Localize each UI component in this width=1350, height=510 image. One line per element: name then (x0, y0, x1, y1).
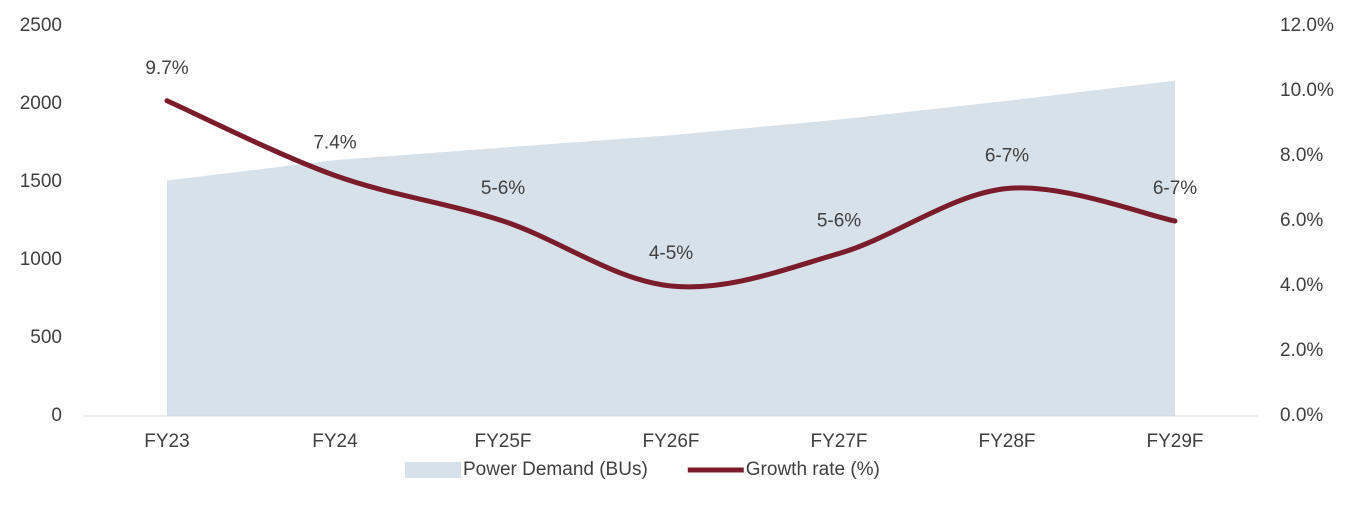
x-tick-label: FY28F (978, 431, 1035, 452)
y-tick-label: 2500 (20, 15, 62, 36)
y2-tick-label: 4.0% (1280, 275, 1323, 296)
area (167, 80, 1175, 416)
data-label: 5-6% (817, 211, 861, 232)
data-label: 9.7% (145, 58, 188, 79)
y-tick-label: 500 (30, 327, 62, 348)
line (164, 98, 1178, 290)
x-tick-label: FY24 (312, 431, 358, 452)
y-tick-label: 1500 (20, 171, 62, 192)
data-label: 4-5% (649, 243, 693, 264)
x-tick-label: FY26F (642, 431, 699, 452)
legend-label: Growth rate (%) (746, 459, 880, 480)
y-tick-label: 0 (51, 405, 62, 426)
y2-tick-label: 6.0% (1280, 210, 1323, 231)
x-tick-label: FY29F (1146, 431, 1203, 452)
data-label: 6-7% (1153, 178, 1197, 199)
y2-tick-label: 8.0% (1280, 145, 1323, 166)
y-tick-label: 2000 (20, 93, 62, 114)
legend-label: Power Demand (BUs) (463, 459, 648, 480)
x-tick-label: FY27F (810, 431, 867, 452)
y-tick-label: 1000 (20, 249, 62, 270)
y2-tick-label: 2.0% (1280, 340, 1323, 361)
x-tick-label: FY25F (474, 431, 531, 452)
y2-tick-label: 12.0% (1280, 15, 1334, 36)
y2-tick-label: 10.0% (1280, 80, 1334, 101)
x-tick-label: FY23 (144, 431, 189, 452)
data-label: 7.4% (313, 133, 356, 154)
data-label: 5-6% (481, 178, 525, 199)
legend-swatch (405, 462, 461, 478)
data-label: 6-7% (985, 146, 1029, 167)
y2-tick-label: 0.0% (1280, 405, 1323, 426)
